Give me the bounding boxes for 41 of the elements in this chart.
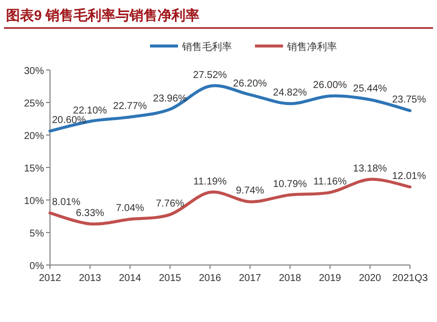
data-label: 27.52% [193,70,228,82]
x-tick-label: 2021Q3 [392,273,428,284]
data-label: 25.44% [353,84,388,95]
data-label: 23.96% [153,93,188,104]
data-label: 11.16% [313,176,347,188]
data-label: 8.01% [52,196,80,208]
data-label: 26.00% [313,80,348,91]
data-label: 7.04% [116,203,144,214]
x-tick-label: 2015 [158,273,182,284]
y-tick-label: 5% [30,228,44,240]
x-tick-label: 2013 [78,273,102,284]
y-tick-label: 0% [30,261,44,272]
data-label: 11.19% [193,176,227,188]
data-label: 24.82% [273,88,308,99]
data-label: 6.33% [76,208,104,219]
x-tick-label: 2018 [278,273,302,284]
y-tick-label: 10% [24,196,44,207]
data-label: 10.79% [273,178,308,190]
data-label: 13.18% [353,163,388,174]
y-tick-label: 30% [24,66,44,77]
x-tick-label: 2012 [38,273,62,284]
y-tick-label: 25% [24,98,44,110]
x-tick-label: 2016 [198,273,222,284]
data-label: 7.76% [156,198,184,210]
y-tick-label: 15% [24,164,44,174]
data-label: 26.20% [233,78,268,90]
x-tick-label: 2014 [118,273,142,284]
data-label: 22.77% [113,100,148,112]
data-label: 20.60% [52,115,86,126]
data-label: 9.74% [236,186,264,197]
data-label: 23.75% [392,94,426,106]
x-tick-label: 2020 [358,273,382,284]
line-series [48,178,412,226]
data-label: 12.01% [392,170,426,182]
y-tick-label: 20% [24,131,44,142]
data-label: 22.10% [73,105,108,116]
legend-label: 销售净利率 [286,41,337,53]
x-tick-label: 2019 [318,273,342,284]
chart-title: 图表9 销售毛利率与销售净利率 [6,7,200,23]
legend-label: 销售毛利率 [181,41,232,53]
x-tick-label: 2017 [238,273,262,284]
